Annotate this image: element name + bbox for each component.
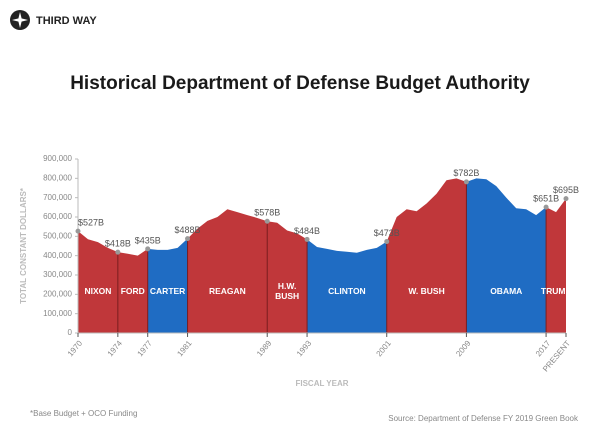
period-area <box>187 209 268 333</box>
annotation-dot <box>75 228 81 234</box>
annotation-label: $418B <box>105 239 131 249</box>
period-area <box>147 238 188 333</box>
period-label: H.W. BUSH <box>275 281 299 301</box>
annotation-label: $488B <box>175 225 201 235</box>
period-area <box>78 231 118 333</box>
annotation-dot <box>264 218 270 224</box>
footnote: *Base Budget + OCO Funding <box>30 409 137 418</box>
annotation-dot <box>384 239 390 245</box>
period-label: CLINTON <box>328 286 366 296</box>
annotation-dot <box>185 236 191 242</box>
annotation-dot <box>115 249 121 255</box>
annotation-label: $484B <box>294 226 320 236</box>
y-axis-title: TOTAL CONSTANT DOLLARS* <box>19 187 28 304</box>
period-area <box>117 248 148 333</box>
period-label-line: BUSH <box>275 291 299 301</box>
period-label-line: OBAMA <box>490 286 522 296</box>
source: Source: Department of Defense FY 2019 Gr… <box>388 414 579 423</box>
period-label: REAGAN <box>209 286 246 296</box>
y-tick-label: 800,000 <box>43 173 72 182</box>
brand: THIRD WAY <box>36 15 97 27</box>
logo-star <box>12 12 28 28</box>
period-label-line: W. BUSH <box>408 286 444 296</box>
annotation-dot <box>563 196 569 202</box>
annotation-dot <box>463 179 469 185</box>
y-tick-label: 0 <box>68 328 73 337</box>
annotation-label: $527B <box>78 217 104 227</box>
y-tick-label: 600,000 <box>43 212 72 221</box>
annotation-label: $651B <box>533 194 559 204</box>
period-label-line: H.W. <box>278 281 296 291</box>
y-tick-label: 100,000 <box>43 309 72 318</box>
period-label: FORD <box>121 286 145 296</box>
period-area <box>466 178 547 333</box>
period-label-line: FORD <box>121 286 145 296</box>
period-label: CARTER <box>150 286 185 296</box>
y-tick-label: 400,000 <box>43 251 72 260</box>
x-axis-title: FISCAL YEAR <box>295 379 348 388</box>
y-tick-label: 300,000 <box>43 270 72 279</box>
annotation-label: $435B <box>135 235 161 245</box>
period-area <box>546 198 566 333</box>
annotation-dot <box>543 204 549 210</box>
period-area <box>386 178 467 333</box>
period-label: OBAMA <box>490 286 522 296</box>
period-label-line: REAGAN <box>209 286 246 296</box>
y-tick-label: 500,000 <box>43 231 72 240</box>
period-label: W. BUSH <box>408 286 444 296</box>
period-label-line: CLINTON <box>328 286 366 296</box>
y-tick-label: 700,000 <box>43 193 72 202</box>
logo: THIRD WAY <box>10 10 97 30</box>
period-area <box>307 239 387 333</box>
y-tick-label: 200,000 <box>43 289 72 298</box>
chart-title: Historical Department of Defense Budget … <box>70 73 530 94</box>
period-label-line: NIXON <box>84 286 111 296</box>
period-label: TRUMP <box>541 286 572 296</box>
annotation-label: $695B <box>553 185 579 195</box>
annotation-label: $782B <box>453 168 479 178</box>
annotation-label: $578B <box>254 208 280 218</box>
period-label-line: CARTER <box>150 286 185 296</box>
period-area <box>267 221 308 333</box>
annotation-dot <box>145 246 151 252</box>
annotation-dot <box>304 236 310 242</box>
period-label-line: TRUMP <box>541 286 572 296</box>
period-label: NIXON <box>84 286 111 296</box>
annotation-label: $473B <box>374 228 400 238</box>
y-tick-label: 900,000 <box>43 154 72 163</box>
